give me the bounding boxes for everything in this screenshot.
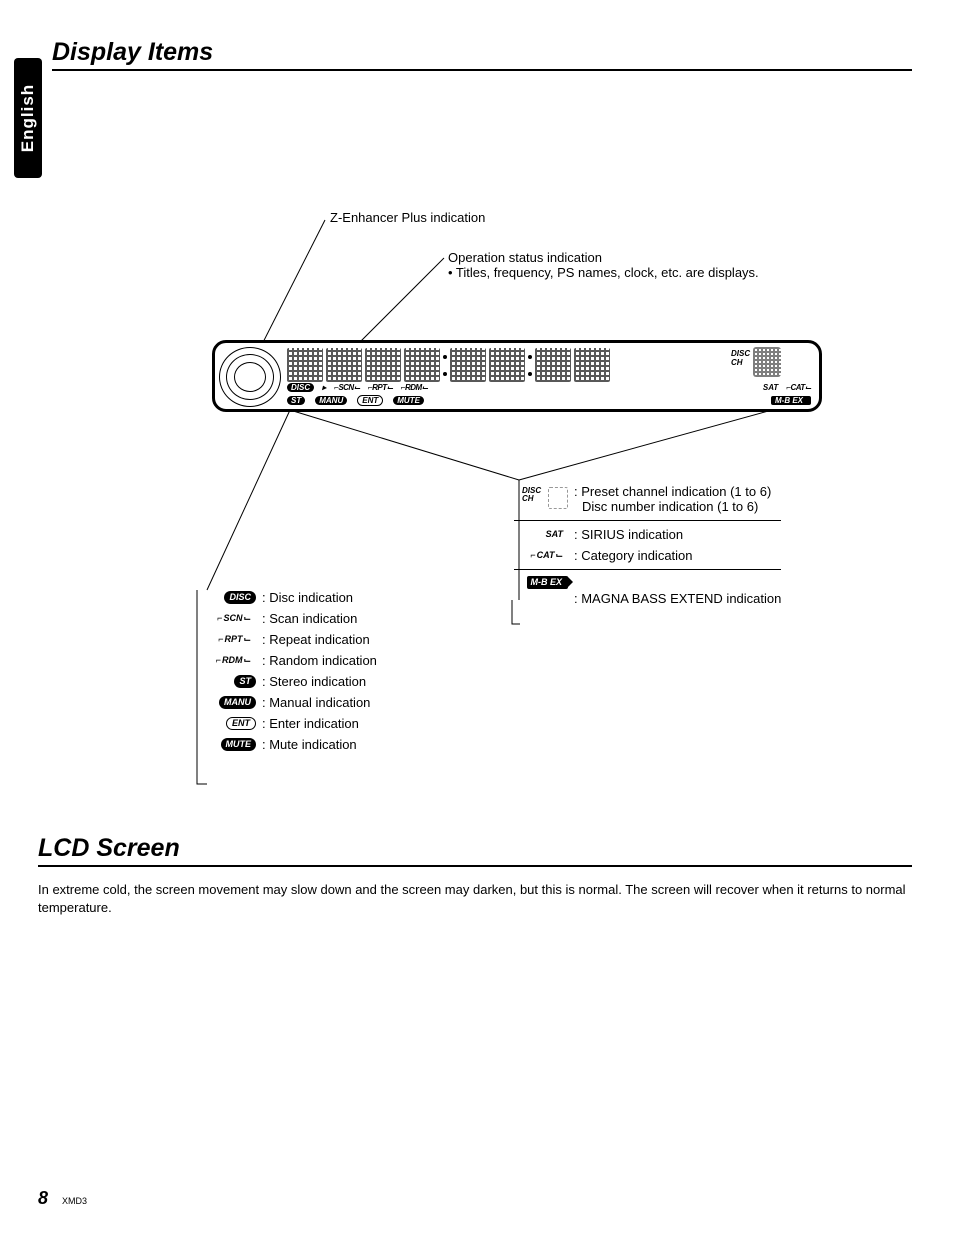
lcd-panel: DISC CH DISC ▸ ⌐SCN⌙ ⌐RPT⌙ ⌐RDM⌙ SAT ⌐CA… xyxy=(212,340,822,412)
legend-left-row: SCN : Scan indication xyxy=(202,611,377,626)
lcd-ind-disc: DISC xyxy=(287,383,314,392)
lcd-disc-ch: DISC CH xyxy=(731,349,779,367)
ent-icon: ENT xyxy=(226,717,256,730)
legend-cat: CAT : Category indication xyxy=(514,548,781,563)
page-footer: 8 XMD3 xyxy=(38,1188,87,1209)
legend-left-text: : Disc indication xyxy=(262,590,353,605)
disc-icon: DISC xyxy=(224,591,256,604)
legend-preset-line2: Disc number indication (1 to 6) xyxy=(574,499,771,514)
rdm-icon: RDM xyxy=(211,654,256,667)
callout-lines xyxy=(52,200,912,820)
legend-left-row: RPT : Repeat indication xyxy=(202,632,377,647)
lcd-ind-rpt: RPT xyxy=(372,383,387,392)
section-display-items: Display Items xyxy=(52,38,912,71)
lcd-ind-manu: MANU xyxy=(315,396,347,405)
heading-lcd-screen: LCD Screen xyxy=(38,834,912,867)
rpt-icon: RPT xyxy=(213,633,256,646)
display-diagram: Z-Enhancer Plus indication Operation sta… xyxy=(52,200,912,820)
sat-icon: SAT xyxy=(541,528,568,541)
section-lcd-screen: LCD Screen In extreme cold, the screen m… xyxy=(38,834,912,917)
legend-left-row: ENT : Enter indication xyxy=(202,716,377,731)
lcd-segments xyxy=(287,347,733,383)
legend-left-row: MUTE : Mute indication xyxy=(202,737,377,752)
legend-left-text: : Stereo indication xyxy=(262,674,366,689)
legend-left-text: : Mute indication xyxy=(262,737,357,752)
lcd-dial-icon xyxy=(219,347,281,407)
legend-left: DISC : Disc indication SCN : Scan indicatio… xyxy=(202,590,377,758)
legend-left-row: RDM : Random indication xyxy=(202,653,377,668)
mute-icon: MUTE xyxy=(221,738,257,751)
language-tab: English xyxy=(14,58,42,178)
legend-left-row: DISC : Disc indication xyxy=(202,590,377,605)
legend-left-row: ST : Stereo indication xyxy=(202,674,377,689)
lcd-row-2: DISC ▸ ⌐SCN⌙ ⌐RPT⌙ ⌐RDM⌙ SAT ⌐CAT⌙ xyxy=(287,381,811,393)
lcd-ind-ent: ENT xyxy=(357,395,383,406)
lcd-ind-mute: MUTE xyxy=(393,396,424,405)
lcd-ind-cat: CAT xyxy=(790,383,804,392)
scn-icon: SCN xyxy=(212,612,256,625)
lcd-ind-mbex: M-B EX xyxy=(771,396,811,405)
mbex-icon: M-B EX xyxy=(527,576,569,589)
st-icon: ST xyxy=(234,675,256,688)
model-code: XMD3 xyxy=(62,1196,87,1206)
legend-left-text: : Repeat indication xyxy=(262,632,370,647)
legend-right: DISC CH : Preset channel indication (1 t… xyxy=(514,484,781,612)
lcd-row-3: ST MANU ENT MUTE M-B EX xyxy=(287,394,811,406)
lcd-ind-rdm: RDM xyxy=(405,383,422,392)
legend-left-row: MANU : Manual indication xyxy=(202,695,377,710)
legend-left-text: : Enter indication xyxy=(262,716,359,731)
lcd-ind-scn: SCN xyxy=(338,383,353,392)
lcd-ind-st: ST xyxy=(287,396,305,405)
callout-status: Operation status indication • Titles, fr… xyxy=(448,250,759,280)
legend-preset-line1: : Preset channel indication (1 to 6) xyxy=(574,484,771,499)
legend-left-text: : Manual indication xyxy=(262,695,370,710)
legend-mbex: M-B EX : MAGNA BASS EXTEND indication xyxy=(514,576,781,606)
callout-status-bullet: • Titles, frequency, PS names, clock, et… xyxy=(448,265,759,280)
lcd-ind-sat: SAT xyxy=(763,383,778,392)
callout-status-title: Operation status indication xyxy=(448,250,759,265)
lcd-screen-body: In extreme cold, the screen movement may… xyxy=(38,881,912,917)
cat-icon: CAT xyxy=(530,549,563,562)
heading-display-items: Display Items xyxy=(52,38,912,71)
manu-icon: MANU xyxy=(219,696,256,709)
legend-preset: DISC CH : Preset channel indication (1 t… xyxy=(514,484,781,514)
legend-left-text: : Scan indication xyxy=(262,611,357,626)
callout-zenhancer: Z-Enhancer Plus indication xyxy=(330,210,485,225)
language-tab-text: English xyxy=(18,84,38,152)
legend-sat: SAT : SIRIUS indication xyxy=(514,527,781,542)
disc-ch-icon: DISC CH xyxy=(522,487,568,511)
legend-left-text: : Random indication xyxy=(262,653,377,668)
page-number: 8 xyxy=(38,1188,48,1209)
